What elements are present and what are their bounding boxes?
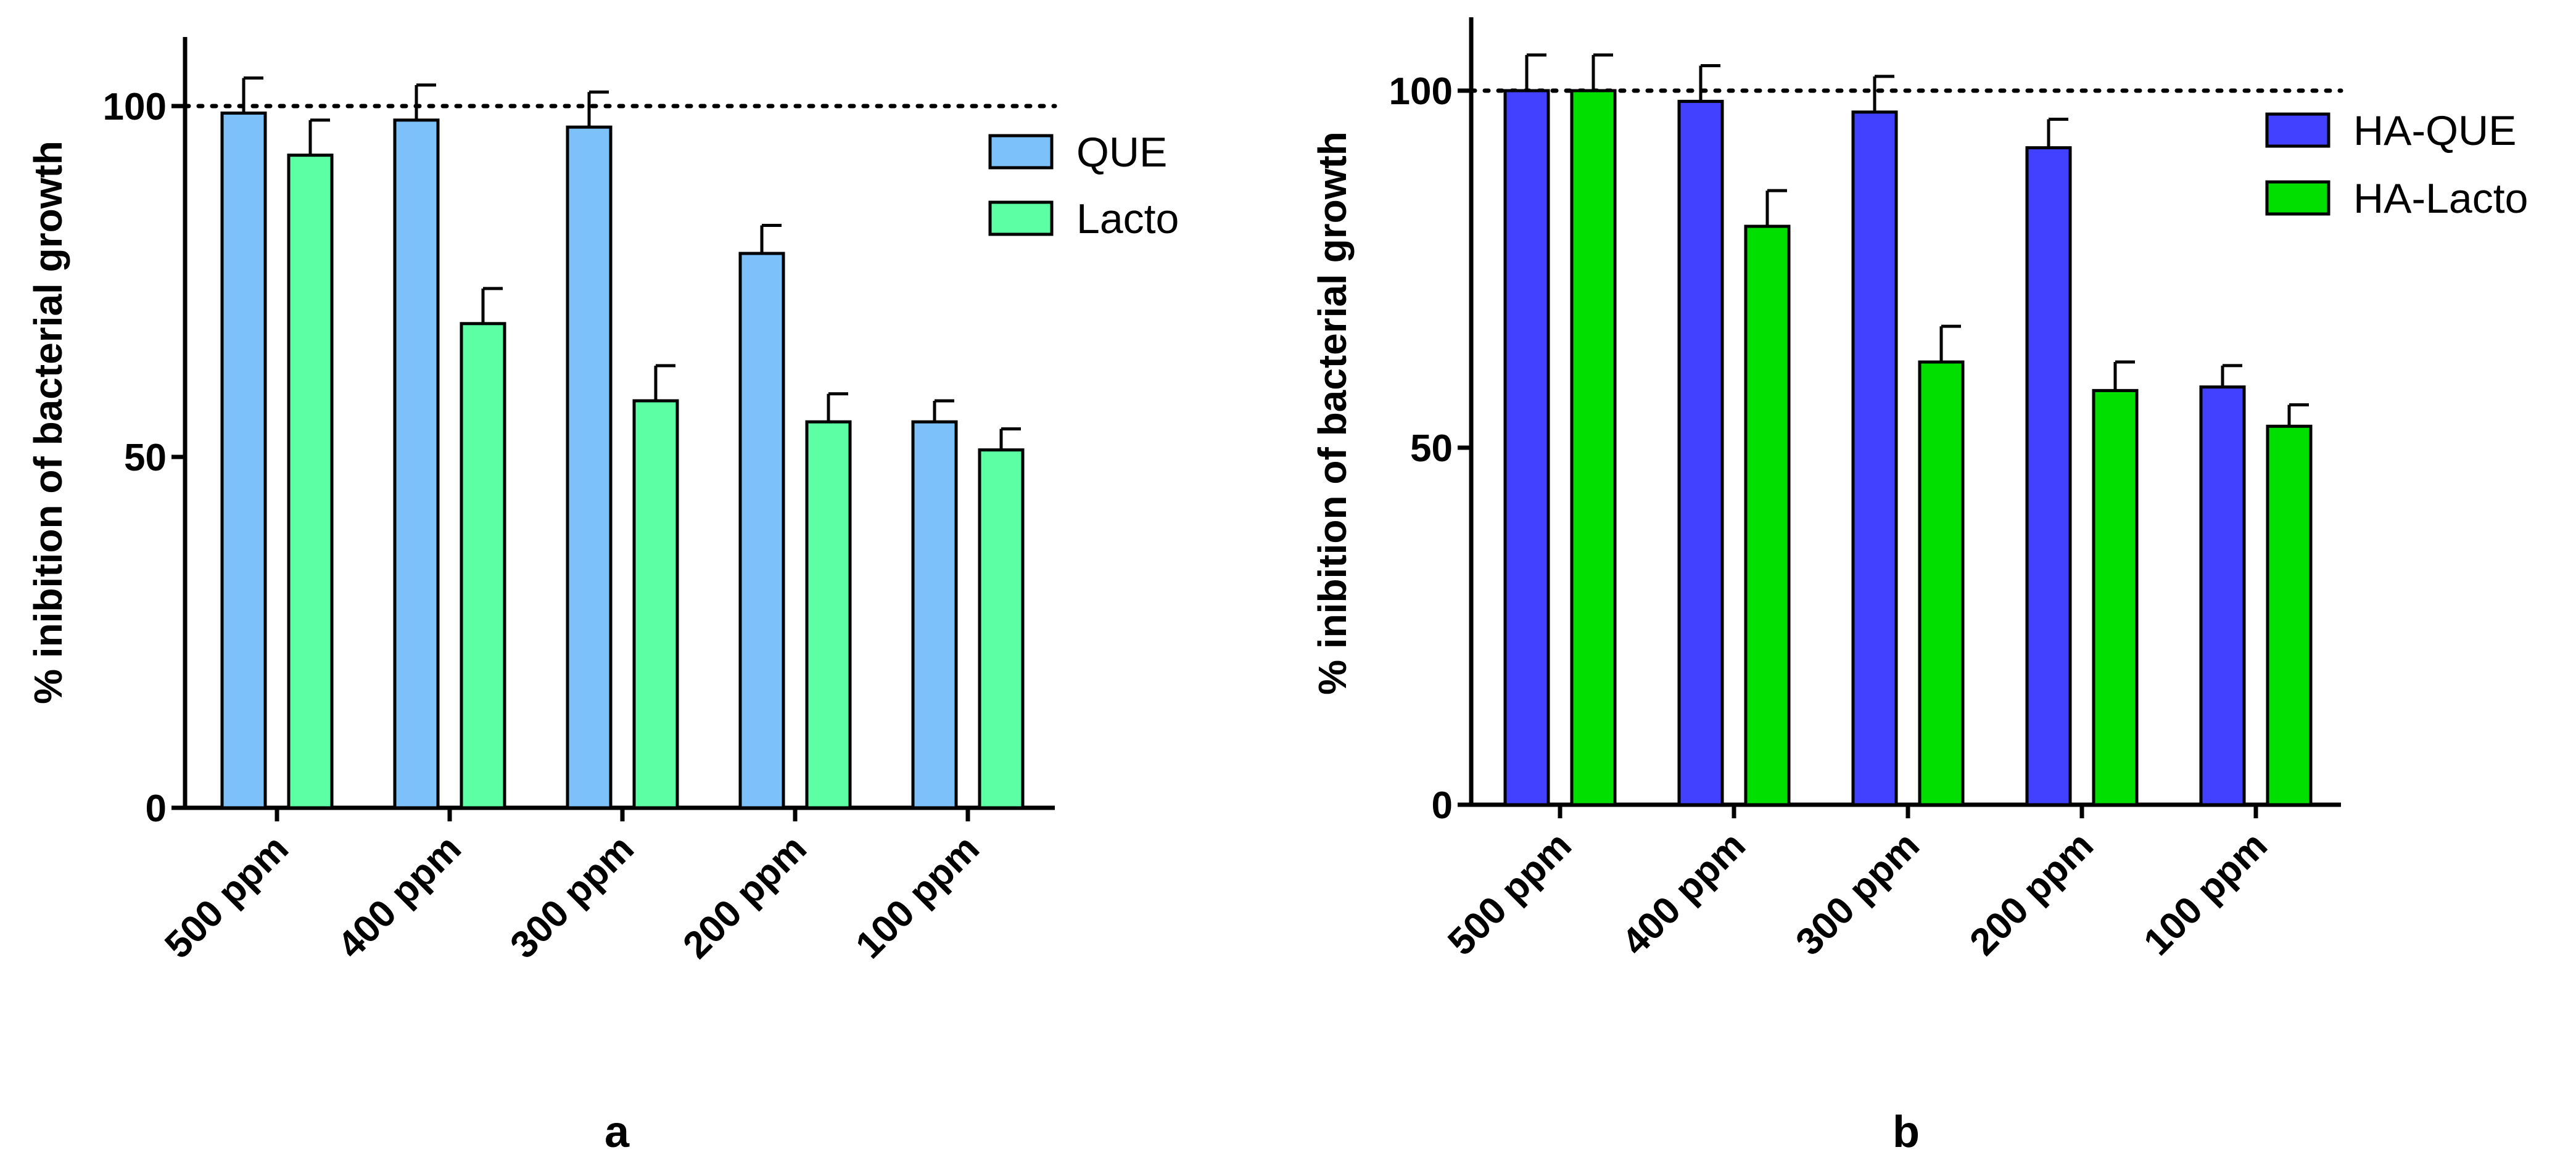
bar-lacto-100ppm: [978, 448, 1025, 810]
bar-ha-que-100ppm: [2199, 385, 2246, 807]
bar-ha-lacto-100ppm: [2266, 424, 2313, 807]
legend-label: HA-Lacto: [2353, 175, 2528, 222]
bar-que-200ppm: [738, 252, 785, 810]
bar-lacto-400ppm: [460, 322, 506, 810]
y-tick-label: 0: [1432, 784, 1453, 827]
bar-ha-que-300ppm: [1851, 110, 1898, 807]
x-tick-label: 100 ppm: [2136, 824, 2276, 964]
bar-ha-que-500ppm: [1503, 89, 1550, 807]
bar-que-400ppm: [393, 118, 440, 810]
x-tick-label: 100 ppm: [848, 827, 988, 967]
bar-ha-lacto-400ppm: [1744, 224, 1791, 807]
legend-label: Lacto: [1076, 195, 1179, 242]
x-tick-label: 500 ppm: [157, 827, 297, 967]
panel-label: b: [1893, 1108, 1920, 1157]
bar-que-500ppm: [220, 111, 267, 810]
chart-panel-b: 0 50 100 500 ppm 400 ppm 300 ppm 200 ppm 100 pp…: [1310, 17, 2528, 1157]
x-tick-label: 400 ppm: [329, 827, 469, 967]
legend-swatch: [2265, 112, 2330, 148]
bar-lacto-200ppm: [805, 420, 852, 810]
bar-ha-lacto-300ppm: [1918, 360, 1965, 807]
y-axis-title: % inibition of bacterial growth: [1310, 131, 1355, 695]
bar-que-300ppm: [566, 125, 613, 810]
bar-lacto-300ppm: [632, 399, 679, 810]
legend-label: HA-QUE: [2353, 107, 2516, 154]
y-axis-title: % inibition of bacterial growth: [26, 141, 70, 704]
x-tick-label: 200 ppm: [675, 827, 815, 967]
y-tick-label: 100: [103, 86, 167, 128]
legend-swatch: [988, 200, 1054, 236]
legend: QUE Lacto: [988, 129, 1179, 242]
legend-label: QUE: [1076, 129, 1167, 176]
legend-swatch: [988, 134, 1054, 170]
bar-ha-que-200ppm: [2025, 146, 2072, 807]
chart-panel-a: 0 50 100 500 ppm 400 ppm 300 ppm 200 ppm 100 pp…: [26, 37, 1179, 1157]
x-tick-label: 300 ppm: [1788, 824, 1928, 964]
bar-ha-lacto-200ppm: [2092, 388, 2139, 807]
legend: HA-QUE HA-Lacto: [2265, 107, 2528, 222]
legend-swatch: [2265, 180, 2330, 216]
bar-lacto-500ppm: [287, 154, 334, 810]
y-tick-label: 50: [124, 437, 167, 479]
y-tick-label: 0: [146, 787, 167, 830]
bar-ha-lacto-500ppm: [1570, 89, 1617, 807]
y-tick-label: 50: [1410, 427, 1453, 470]
x-tick-label: 400 ppm: [1614, 824, 1754, 964]
x-tick-label: 300 ppm: [502, 827, 642, 967]
x-tick-label: 200 ppm: [1962, 824, 2102, 964]
x-tick-label: 500 ppm: [1440, 824, 1580, 964]
y-tick-label: 100: [1389, 70, 1453, 113]
panel-label: a: [605, 1108, 630, 1157]
bar-que-100ppm: [911, 420, 958, 810]
bar-ha-que-400ppm: [1677, 99, 1724, 807]
